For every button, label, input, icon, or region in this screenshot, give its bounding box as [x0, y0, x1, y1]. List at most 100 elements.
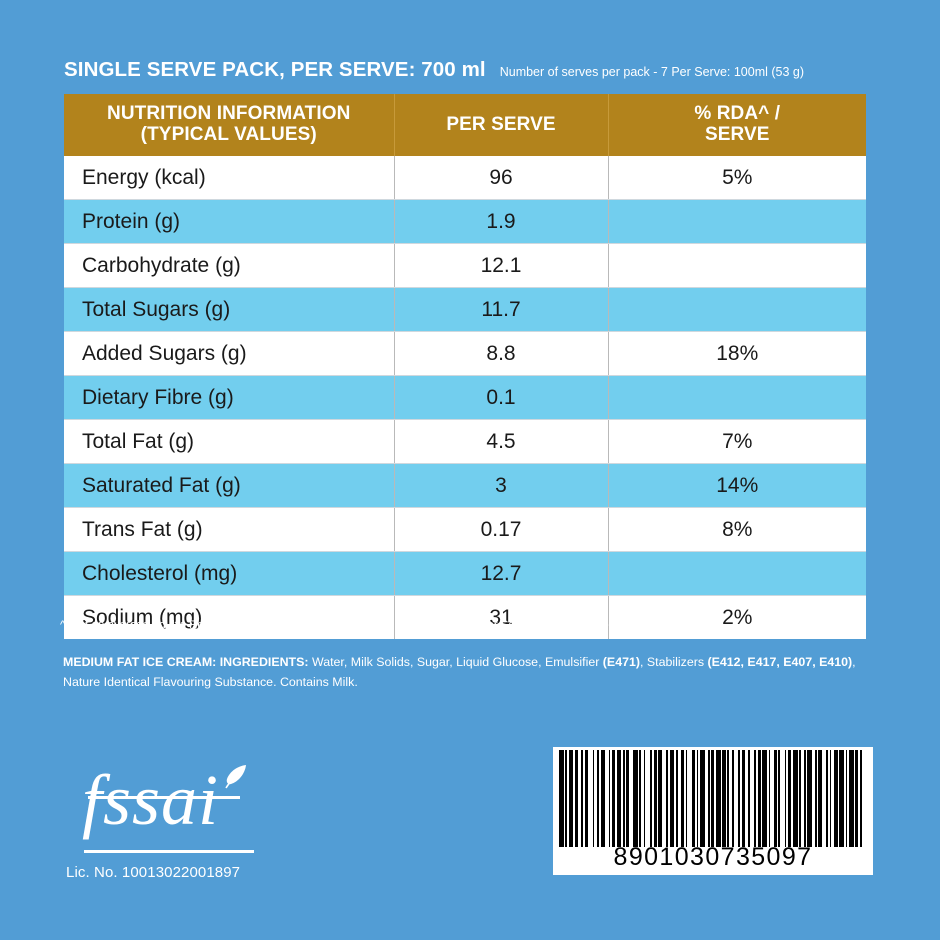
- fssai-block: fssai Lic. No. 10013022001897: [66, 762, 336, 881]
- column-header-rda: % RDA^ / SERVE: [608, 94, 866, 156]
- barcode-bar: [632, 750, 638, 847]
- barcode-bar: [805, 750, 808, 847]
- barcode-bar: [645, 750, 651, 847]
- barcode-bar: [738, 750, 740, 847]
- barcode-bar: [691, 750, 696, 847]
- barcode-bar: [733, 750, 739, 847]
- column-header-per-serve: PER SERVE: [394, 94, 609, 156]
- barcode-bar: [855, 750, 859, 847]
- barcode-bar: [715, 750, 721, 847]
- barcode-bar: [792, 750, 798, 847]
- rda-value-cell: 7%: [608, 419, 866, 464]
- barcode-bar: [773, 750, 777, 847]
- barcode-bar: [563, 750, 566, 847]
- table-row: Total Sugars (g) 11.7: [64, 287, 866, 332]
- per-serve-value-cell: 0.17: [394, 507, 609, 552]
- barcode-bar: [599, 750, 601, 847]
- barcode-bar: [704, 750, 708, 847]
- barcode-bar: [667, 750, 670, 847]
- barcode-bar: [837, 750, 840, 847]
- barcode-bar: [675, 750, 678, 847]
- barcode-bar: [760, 750, 763, 847]
- per-serve-value-cell: 12.1: [394, 243, 609, 288]
- barcode-bar: [804, 750, 806, 847]
- barcode-bar: [714, 750, 716, 847]
- barcode-bars: [559, 750, 867, 847]
- barcode-bar: [592, 750, 595, 847]
- table-row: Sodium (mg) 31 2%: [64, 595, 866, 639]
- per-serve-value-cell: 0.1: [394, 375, 609, 420]
- column-header-rda-line2: SERVE: [704, 124, 770, 146]
- barcode-bar: [680, 750, 684, 847]
- barcode-bar: [661, 750, 667, 847]
- barcode-bar: [757, 750, 761, 847]
- barcode-bar: [653, 750, 657, 847]
- barcode-bar: [629, 750, 633, 847]
- barcode-bar: [597, 750, 600, 847]
- barcode-bar: [624, 750, 627, 847]
- barcode-bar: [610, 750, 612, 847]
- ingredients-statement: MEDIUM FAT ICE CREAM: INGREDIENTS: Water…: [63, 652, 875, 693]
- fssai-license-number: Lic. No. 10013022001897: [66, 864, 241, 881]
- barcode-number: 8901030735097: [613, 843, 813, 871]
- table-row: Trans Fat (g) 0.17 8%: [64, 507, 866, 552]
- rda-footnote: ^% of an average Adult's Recommended Die…: [60, 619, 721, 631]
- barcode-bar: [816, 750, 819, 847]
- nutrient-name-cell: Added Sugars (g): [64, 331, 395, 376]
- barcode-bar: [847, 750, 849, 847]
- barcode-bar: [651, 750, 654, 847]
- barcode-bar: [741, 750, 745, 847]
- barcode-bar: [762, 750, 768, 847]
- table-row: Cholesterol (mg) 12.7: [64, 551, 866, 596]
- barcode-bar: [780, 750, 785, 847]
- barcode-bar: [860, 750, 862, 847]
- barcode-bar: [658, 750, 662, 847]
- barcode-bar: [786, 750, 789, 847]
- barcode-bar: [584, 750, 588, 847]
- per-serve-value-cell: 96: [394, 155, 609, 200]
- barcode-bar: [696, 750, 699, 847]
- rda-value-cell: 18%: [608, 331, 866, 376]
- leaf-icon: [225, 765, 246, 789]
- barcode-bar: [643, 750, 646, 847]
- per-serve-value-cell: 3: [394, 463, 609, 508]
- barcode-bar: [784, 750, 787, 847]
- per-serve-value-cell: 12.7: [394, 551, 609, 596]
- barcode-bar: [605, 750, 609, 847]
- emulsifier-code: (E471): [602, 655, 640, 669]
- barcode-bar: [845, 750, 848, 847]
- barcode-bar: [615, 750, 617, 847]
- barcode-bar: [608, 750, 611, 847]
- barcode-bar: [826, 750, 829, 847]
- label-title-row: SINGLE SERVE PACK, PER SERVE: 700 ml Num…: [64, 58, 870, 82]
- barcode-bar: [674, 750, 676, 847]
- column-header-nutrient-line1: NUTRITION INFORMATION: [107, 103, 351, 124]
- barcode-bar: [829, 750, 832, 847]
- fssai-rule-bottom: [84, 850, 254, 853]
- barcode-bar: [656, 750, 659, 847]
- barcode-bar: [725, 750, 728, 847]
- fssai-wordmark: fssai: [82, 760, 220, 840]
- per-serve-value-cell: 8.8: [394, 331, 609, 376]
- per-serve-value-cell: 4.5: [394, 419, 609, 464]
- rda-value-cell: 5%: [608, 155, 866, 200]
- fssai-logo: fssai: [82, 762, 272, 858]
- barcode-bar: [858, 750, 861, 847]
- barcode-bar: [565, 750, 568, 847]
- barcode-bar: [578, 750, 582, 847]
- barcode-bar: [677, 750, 681, 847]
- per-serve-value-cell: 1.9: [394, 199, 609, 244]
- table-row: Dietary Fibre (g) 0.1: [64, 375, 866, 420]
- barcode-bar: [650, 750, 652, 847]
- nutrient-name-cell: Total Sugars (g): [64, 287, 395, 332]
- barcode-bar: [828, 750, 830, 847]
- nutrient-name-cell: Total Fat (g): [64, 419, 395, 464]
- barcode: 8901030735097: [553, 747, 873, 875]
- table-row: Energy (kcal) 96 5%: [64, 155, 866, 200]
- barcode-bar: [687, 750, 692, 847]
- table-row: Added Sugars (g) 8.8 18%: [64, 331, 866, 376]
- barcode-bar: [683, 750, 686, 847]
- barcode-bar: [709, 750, 712, 847]
- barcode-bar: [791, 750, 793, 847]
- page-title: SINGLE SERVE PACK, PER SERVE: 700 ml: [64, 58, 486, 81]
